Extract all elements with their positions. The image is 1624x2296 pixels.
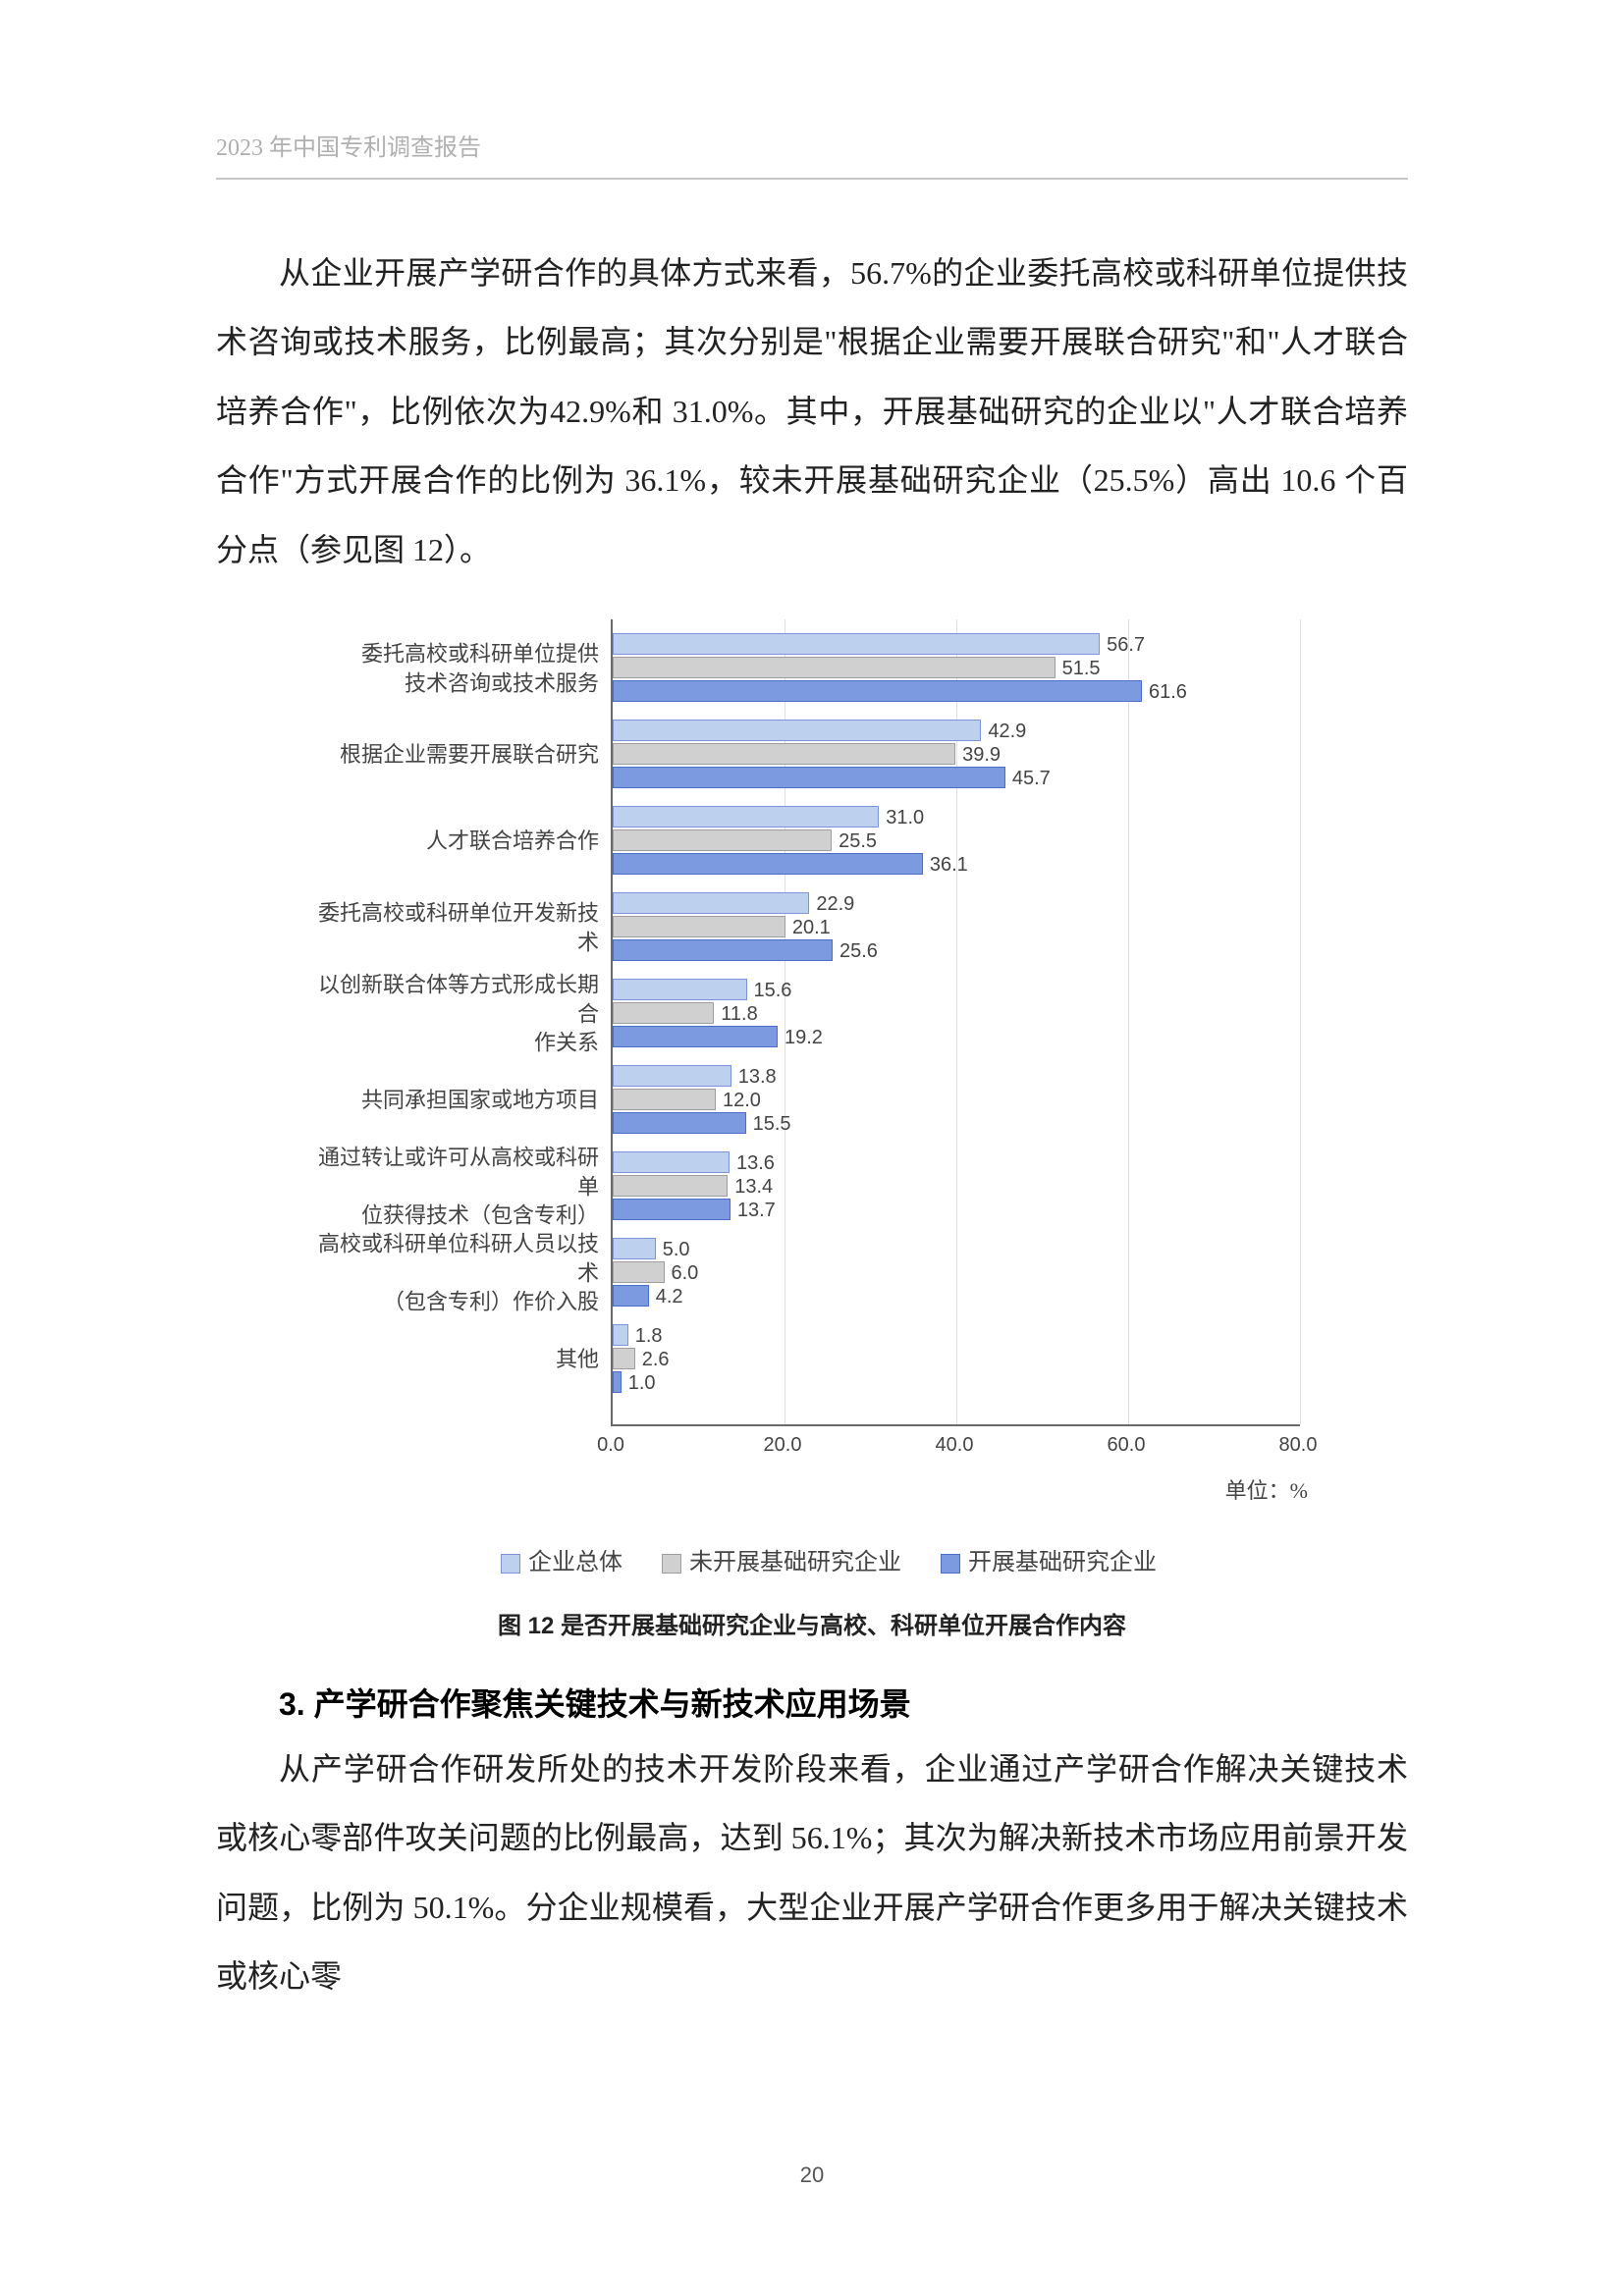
bar-value: 5.0 bbox=[663, 1239, 690, 1261]
bar-b: 11.8 bbox=[613, 1002, 714, 1024]
x-tick: 60.0 bbox=[1108, 1434, 1146, 1457]
bar-value: 1.8 bbox=[635, 1325, 663, 1348]
bar-a: 42.9 bbox=[613, 720, 981, 741]
page: 2023 年中国专利调查报告 从企业开展产学研合作的具体方式来看，56.7%的企… bbox=[0, 0, 1624, 2296]
bar-a: 15.6 bbox=[613, 979, 747, 1000]
chart-caption: 图 12 是否开展基础研究企业与高校、科研单位开展合作内容 bbox=[216, 1606, 1408, 1640]
y-category-label: 根据企业需要开展联合研究 bbox=[304, 740, 599, 770]
y-category-label: 通过转让或许可从高校或科研单位获得技术（包含专利） bbox=[304, 1143, 599, 1230]
bar-value: 15.5 bbox=[753, 1113, 791, 1136]
legend-swatch-b bbox=[662, 1554, 681, 1574]
y-category-label: 高校或科研单位科研人员以技术（包含专利）作价入股 bbox=[304, 1229, 599, 1316]
bar-value: 13.4 bbox=[734, 1176, 773, 1199]
bar-b: 6.0 bbox=[613, 1261, 665, 1283]
bar-value: 25.6 bbox=[839, 940, 878, 963]
bar-value: 25.5 bbox=[839, 830, 877, 853]
bar-chart: 委托高校或科研单位提供技术咨询或技术服务56.751.561.6根据企业需要开展… bbox=[297, 619, 1327, 1503]
bar-b: 25.5 bbox=[613, 829, 832, 851]
bar-value: 13.6 bbox=[736, 1152, 775, 1175]
bar-a: 13.6 bbox=[613, 1151, 730, 1173]
bar-value: 39.9 bbox=[962, 744, 1001, 767]
bar-c: 15.5 bbox=[613, 1112, 746, 1134]
bar-value: 12.0 bbox=[723, 1090, 761, 1112]
bar-c: 13.7 bbox=[613, 1199, 731, 1220]
bar-value: 56.7 bbox=[1107, 634, 1145, 657]
page-number: 20 bbox=[0, 2163, 1624, 2188]
bar-c: 25.6 bbox=[613, 939, 833, 961]
gridline bbox=[1128, 619, 1129, 1424]
axis-unit: 单位：% bbox=[1225, 1473, 1308, 1505]
bar-value: 1.0 bbox=[628, 1372, 656, 1395]
bar-b: 13.4 bbox=[613, 1175, 728, 1197]
legend-label-b: 未开展基础研究企业 bbox=[689, 1550, 901, 1575]
bar-c: 45.7 bbox=[613, 767, 1005, 788]
y-category-label: 其他 bbox=[304, 1345, 599, 1374]
bar-a: 5.0 bbox=[613, 1238, 656, 1259]
bar-value: 45.7 bbox=[1012, 768, 1051, 790]
bar-value: 19.2 bbox=[785, 1027, 823, 1049]
y-category-label: 共同承担国家或地方项目 bbox=[304, 1086, 599, 1115]
bar-value: 31.0 bbox=[886, 807, 924, 829]
bar-value: 36.1 bbox=[930, 854, 968, 877]
bar-b: 51.5 bbox=[613, 657, 1056, 678]
legend-swatch-c bbox=[941, 1554, 960, 1574]
bar-c: 36.1 bbox=[613, 853, 923, 875]
y-category-label: 委托高校或科研单位提供技术咨询或技术服务 bbox=[304, 639, 599, 697]
bar-value: 13.7 bbox=[737, 1200, 776, 1222]
page-header: 2023 年中国专利调查报告 bbox=[216, 128, 1408, 180]
bar-value: 15.6 bbox=[754, 980, 792, 1002]
bar-a: 31.0 bbox=[613, 806, 879, 828]
legend-swatch-a bbox=[501, 1554, 520, 1574]
bar-c: 19.2 bbox=[613, 1026, 778, 1047]
bar-value: 6.0 bbox=[672, 1262, 699, 1285]
x-tick: 40.0 bbox=[936, 1434, 974, 1457]
bar-c: 4.2 bbox=[613, 1285, 649, 1307]
y-category-label: 人才联合培养合作 bbox=[304, 827, 599, 856]
bar-value: 20.1 bbox=[792, 917, 831, 939]
x-tick: 80.0 bbox=[1279, 1434, 1318, 1457]
x-tick: 0.0 bbox=[597, 1434, 624, 1457]
bar-a: 13.8 bbox=[613, 1065, 731, 1087]
section-heading: 3. 产学研合作聚焦关键技术与新技术应用场景 bbox=[216, 1680, 1408, 1725]
bar-a: 56.7 bbox=[613, 633, 1100, 655]
bar-value: 51.5 bbox=[1062, 658, 1101, 680]
bar-value: 11.8 bbox=[721, 1003, 757, 1026]
bar-value: 13.8 bbox=[738, 1066, 777, 1089]
bar-value: 61.6 bbox=[1149, 681, 1187, 704]
bar-value: 2.6 bbox=[642, 1349, 670, 1371]
bar-b: 12.0 bbox=[613, 1089, 716, 1110]
paragraph-1: 从企业开展产学研合作的具体方式来看，56.7%的企业委托高校或科研单位提供技术咨… bbox=[216, 239, 1408, 584]
bar-value: 4.2 bbox=[656, 1286, 683, 1308]
bar-b: 39.9 bbox=[613, 743, 955, 765]
chart-legend: 企业总体 未开展基础研究企业 开展基础研究企业 bbox=[216, 1542, 1408, 1576]
legend-label-a: 企业总体 bbox=[528, 1550, 623, 1575]
bar-value: 42.9 bbox=[988, 721, 1026, 743]
bar-a: 22.9 bbox=[613, 892, 809, 914]
paragraph-2: 从产学研合作研发所处的技术开发阶段来看，企业通过产学研合作解决关键技术或核心零部… bbox=[216, 1735, 1408, 2011]
x-tick: 20.0 bbox=[764, 1434, 802, 1457]
gridline bbox=[1300, 619, 1301, 1424]
bar-c: 1.0 bbox=[613, 1371, 622, 1393]
bar-value: 22.9 bbox=[816, 893, 854, 916]
bar-b: 20.1 bbox=[613, 916, 785, 937]
y-category-label: 委托高校或科研单位开发新技术 bbox=[304, 898, 599, 956]
legend-label-c: 开展基础研究企业 bbox=[968, 1550, 1157, 1575]
bar-c: 61.6 bbox=[613, 680, 1142, 702]
bar-b: 2.6 bbox=[613, 1348, 635, 1369]
y-category-label: 以创新联合体等方式形成长期合作关系 bbox=[304, 970, 599, 1057]
bar-a: 1.8 bbox=[613, 1324, 628, 1346]
